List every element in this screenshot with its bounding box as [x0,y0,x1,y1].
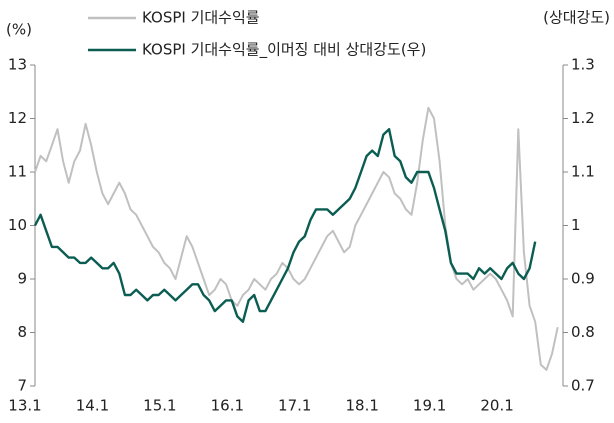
x-tick-label: 19.1 [413,397,446,415]
y2-tick-label: 0.7 [571,377,595,395]
x-tick-label: 17.1 [278,397,311,415]
y-tick-label: 8 [17,323,27,341]
x-tick-label: 18.1 [345,397,378,415]
x-tick-label: 14.1 [76,397,109,415]
y2-tick-label: 1.2 [571,109,595,127]
legend-label: KOSPI 기대수익률 [142,9,260,27]
y-tick-label: 13 [8,56,27,74]
y-tick-label: 7 [17,377,27,395]
y-tick-label: 11 [8,163,27,181]
y2-tick-label: 1.1 [571,163,595,181]
y2-tick-label: 1 [571,216,581,234]
y2-axis-label: (상대강도) [543,9,610,27]
x-tick-label: 13.1 [8,397,41,415]
series-line [34,106,559,371]
y2-tick-label: 1.3 [571,56,595,74]
series-line [33,127,537,323]
y2-tick-label: 0.8 [571,323,595,341]
y2-tick-label: 0.9 [571,270,595,288]
x-tick-label: 16.1 [211,397,244,415]
y-axis-label: (%) [6,21,32,39]
x-tick-label: 15.1 [143,397,176,415]
legend-label: KOSPI 기대수익률_이머징 대비 상대강도(우) [142,41,426,60]
y-tick-label: 12 [8,109,27,127]
y-tick-label: 9 [17,270,27,288]
y-tick-label: 10 [8,216,27,234]
x-tick-label: 20.1 [480,397,513,415]
